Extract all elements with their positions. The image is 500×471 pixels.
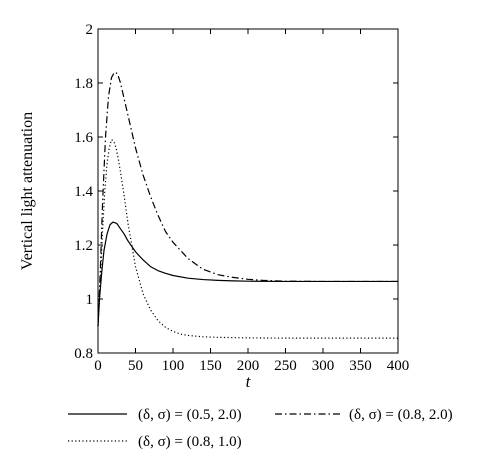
legend-label-3: (δ, σ) = (0.8, 1.0) [138, 434, 242, 450]
series-line-3 [97, 139, 398, 339]
x-axis-label: t [246, 372, 252, 391]
x-tick-label: 100 [162, 358, 185, 374]
x-axis-ticks: 0 50 100 150 200 250 300 350 400 [94, 29, 409, 374]
x-tick-label: 0 [94, 358, 102, 374]
series-line-2 [97, 71, 398, 327]
series-lines [97, 71, 398, 339]
legend-entry-2: (δ, σ) = (0.8, 2.0) [275, 407, 453, 423]
y-tick-label: 0.8 [74, 346, 93, 362]
x-tick-label: 300 [312, 358, 335, 374]
legend-label-1: (δ, σ) = (0.5, 2.0) [138, 407, 242, 423]
x-tick-label: 350 [349, 358, 372, 374]
x-tick-label: 200 [237, 358, 260, 374]
y-tick-label: 2 [86, 22, 94, 38]
y-axis-label: Vertical light attenuation [19, 112, 36, 270]
x-tick-label: 400 [387, 358, 410, 374]
legend-entry-3: (δ, σ) = (0.8, 1.0) [68, 434, 242, 450]
x-tick-label: 250 [274, 358, 297, 374]
x-tick-label: 150 [199, 358, 222, 374]
legend-entry-1: (δ, σ) = (0.5, 2.0) [68, 407, 242, 423]
x-tick-label: 50 [128, 358, 143, 374]
y-tick-label: 1.4 [74, 184, 93, 200]
legend-label-2: (δ, σ) = (0.8, 2.0) [349, 407, 453, 423]
legend: (δ, σ) = (0.5, 2.0) (δ, σ) = (0.8, 2.0) … [68, 407, 453, 450]
series-line-1 [97, 221, 398, 327]
y-axis-ticks: 0.8 1 1.2 1.4 1.6 1.8 2 [74, 22, 398, 362]
y-tick-label: 1.2 [74, 238, 93, 254]
plot-area-frame [97, 28, 399, 354]
y-tick-label: 1 [86, 292, 94, 308]
y-tick-label: 1.8 [74, 76, 93, 92]
y-tick-label: 1.6 [74, 130, 93, 146]
